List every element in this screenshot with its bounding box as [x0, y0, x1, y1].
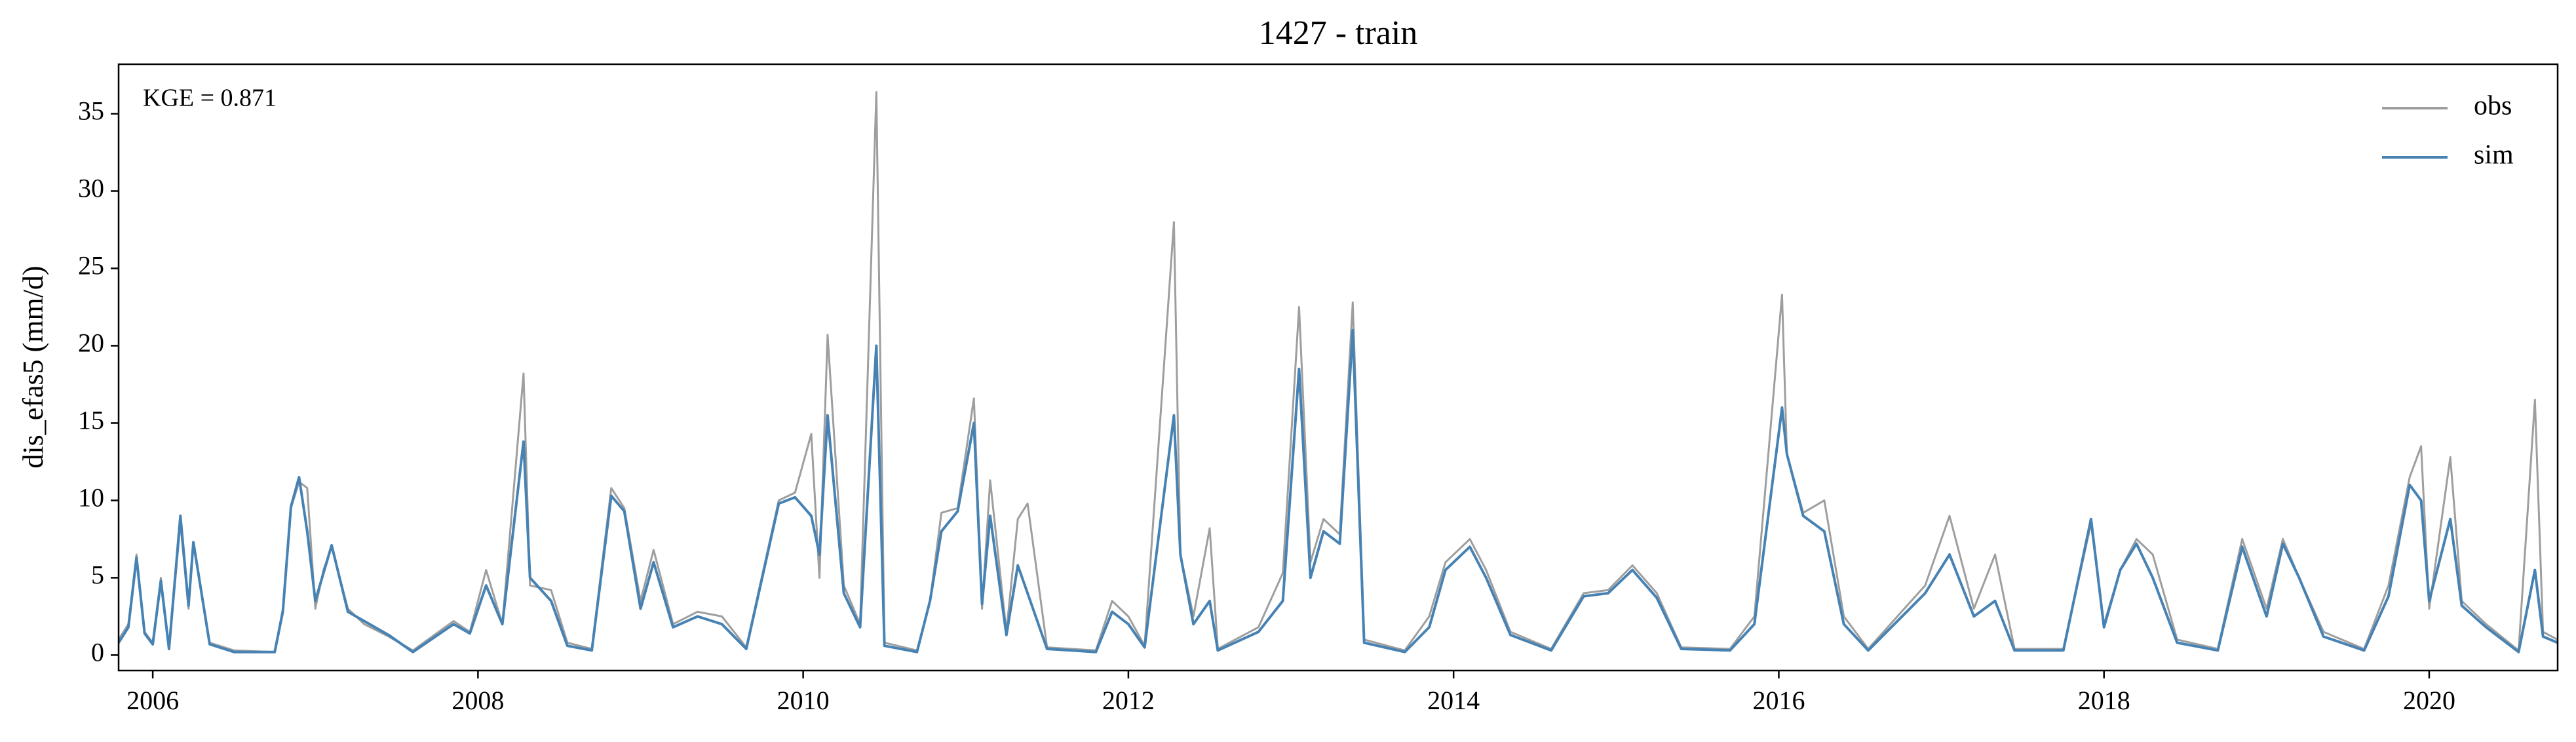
y-tick-label: 35	[78, 96, 104, 126]
x-tick-label: 2012	[1102, 686, 1155, 715]
series-line	[117, 91, 2558, 654]
plot-frame	[117, 63, 2559, 672]
x-tick-label: 2014	[1427, 686, 1480, 715]
x-tick-label: 2008	[452, 686, 504, 715]
x-tick-label: 2016	[1752, 686, 1805, 715]
series-line	[117, 328, 2558, 654]
y-axis-label: dis_efas5 (mm/d)	[17, 265, 49, 468]
x-tick-label: 2010	[777, 686, 830, 715]
legend-label: sim	[2474, 140, 2514, 170]
y-tick-label: 0	[91, 638, 104, 667]
y-tick-label: 15	[78, 406, 104, 435]
y-tick-label: 10	[78, 483, 104, 513]
x-tick-label: 2020	[2403, 686, 2455, 715]
legend-label: obs	[2474, 91, 2512, 121]
y-tick-label: 5	[91, 560, 104, 590]
annotation: KGE = 0.871	[143, 85, 277, 112]
x-tick-label: 2018	[2078, 686, 2130, 715]
y-tick-label: 20	[78, 328, 104, 358]
chart-title: 1427 - train	[1259, 14, 1418, 52]
y-tick-label: 30	[78, 174, 104, 203]
y-tick-label: 25	[78, 251, 104, 281]
x-tick-label: 2006	[126, 686, 179, 715]
